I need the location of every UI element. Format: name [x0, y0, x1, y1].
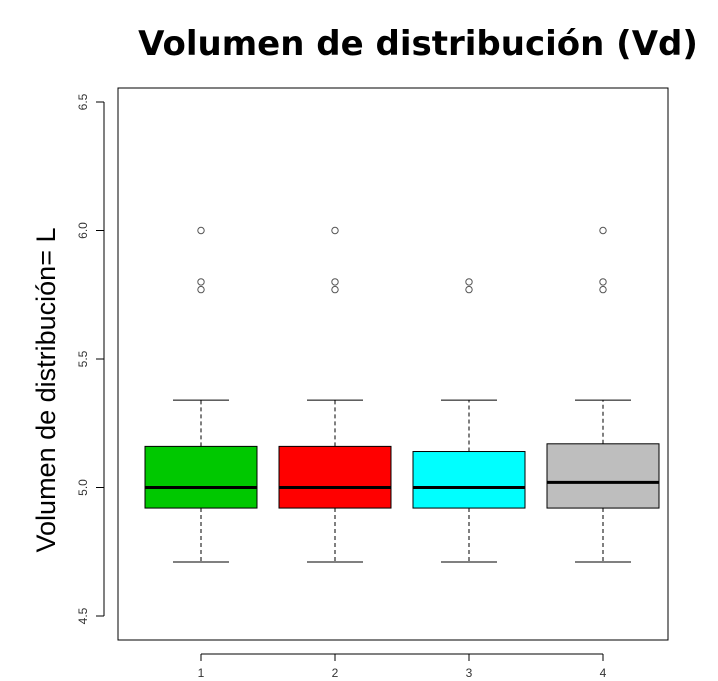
outlier-point [599, 278, 607, 286]
x-tick-label: 2 [332, 666, 339, 680]
plot-frame [117, 87, 669, 641]
x-tick-label: 3 [466, 666, 473, 680]
outlier-point [465, 278, 473, 286]
y-tick-label: 5.0 [76, 479, 90, 496]
iqr-box [412, 451, 526, 509]
x-tick-label: 4 [600, 666, 607, 680]
outlier-point [465, 285, 473, 294]
iqr-box [278, 445, 392, 509]
y-tick-label: 4.5 [76, 607, 90, 624]
outlier-point [197, 226, 205, 235]
y-tick-label: 6.0 [76, 222, 90, 239]
outlier-point [331, 278, 339, 286]
y-tick-label: 5.5 [76, 350, 90, 367]
box-3 [412, 278, 526, 563]
outlier-point [197, 278, 205, 286]
outlier-point [331, 285, 339, 294]
boxes-group [144, 226, 660, 563]
box-1 [144, 226, 258, 563]
y-axis-label: Volumen de distribución= L [31, 228, 61, 553]
chart-title: Volumen de distribución (Vd) [138, 24, 698, 64]
outlier-point [331, 226, 339, 235]
outlier-point [599, 285, 607, 294]
y-axis: 4.5 5.0 5.5 6.0 6.5 [76, 93, 105, 624]
x-tick-label: 1 [198, 666, 205, 680]
box-2 [278, 226, 392, 563]
box-4 [546, 226, 660, 563]
iqr-box [144, 445, 258, 509]
iqr-box [546, 443, 660, 509]
outlier-point [599, 226, 607, 235]
x-axis: 1 2 3 4 [198, 653, 607, 680]
y-tick-label: 6.5 [76, 93, 90, 110]
outlier-point [197, 285, 205, 294]
